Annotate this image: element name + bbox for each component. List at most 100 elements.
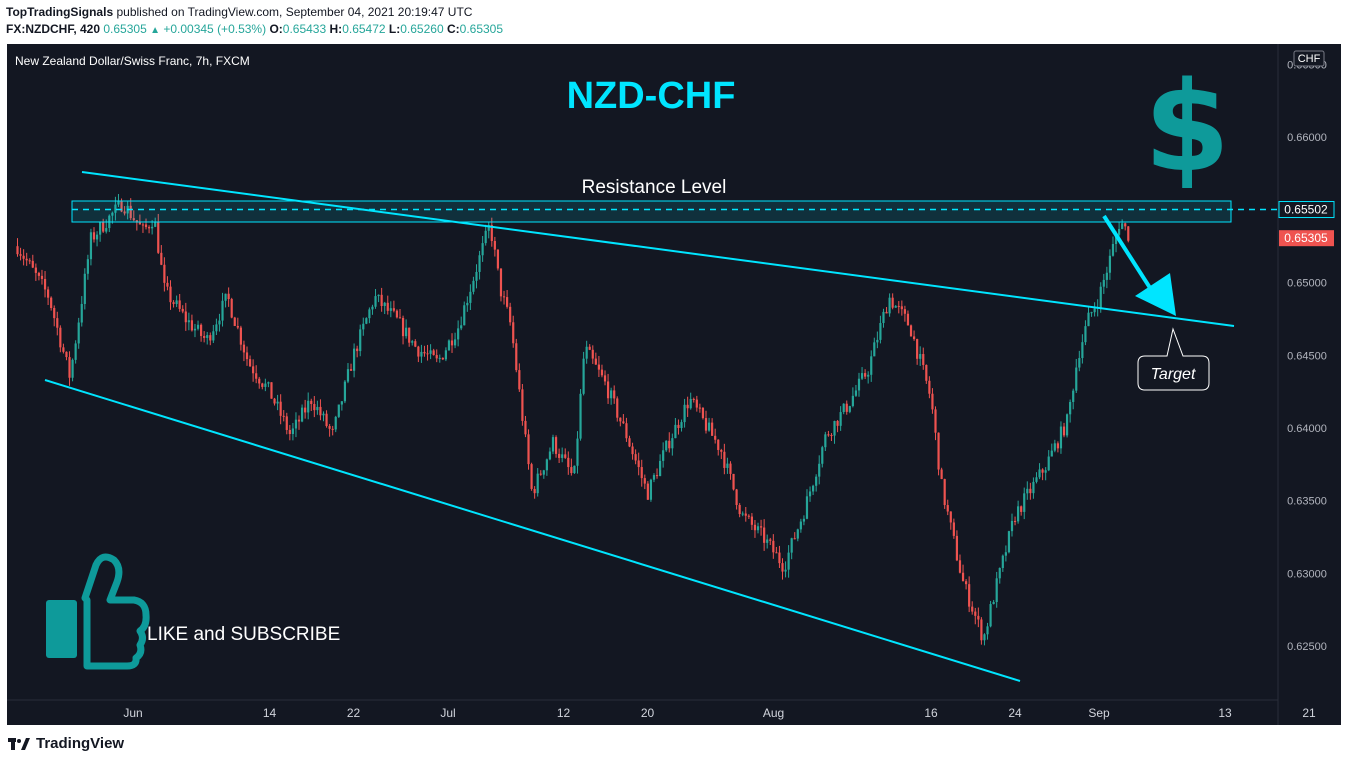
- candle-body: [625, 423, 628, 439]
- candle-body: [233, 317, 236, 326]
- candle-body: [460, 325, 463, 329]
- candle-body: [469, 291, 472, 303]
- candle-body: [496, 249, 500, 269]
- candle-body: [307, 400, 310, 413]
- up-triangle-icon: ▲: [150, 25, 160, 36]
- candle-body: [594, 358, 597, 365]
- candle-body: [258, 378, 261, 384]
- candle-body: [606, 381, 610, 399]
- candle-body: [429, 350, 432, 354]
- candle-body: [631, 446, 634, 455]
- chart-area[interactable]: 0.665000.660000.655000.650000.645000.640…: [0, 0, 1348, 735]
- tradingview-footer[interactable]: TradingView: [8, 735, 124, 752]
- candle-body: [175, 300, 178, 304]
- candle-body: [506, 297, 509, 307]
- instrument-legend[interactable]: New Zealand Dollar/Swiss Franc, 7h, FXCM: [15, 54, 250, 68]
- candle-body: [916, 339, 919, 359]
- candle-body: [31, 260, 34, 268]
- candle-body: [1062, 426, 1066, 436]
- candle-body: [463, 305, 466, 326]
- candle-body: [123, 211, 126, 214]
- candle-body: [111, 212, 114, 216]
- candle-body: [597, 364, 600, 370]
- candle-body: [711, 422, 714, 436]
- candle-body: [377, 294, 380, 297]
- candle-body: [824, 434, 827, 448]
- currency-badge-label: CHF: [1298, 53, 1321, 65]
- last-price-value: 0.65305: [1284, 231, 1328, 245]
- candle-body: [172, 302, 175, 304]
- candle-body: [616, 398, 619, 418]
- candle-body: [873, 342, 876, 357]
- candle-body: [334, 416, 337, 430]
- chart-background: [7, 44, 1341, 725]
- candle-body: [1087, 312, 1090, 327]
- candle-body: [1041, 469, 1044, 473]
- candle-body: [401, 317, 405, 337]
- candle-body: [744, 513, 747, 516]
- candle-body: [203, 335, 206, 338]
- candle-body: [842, 403, 845, 413]
- candle-body: [267, 382, 270, 384]
- currency-badge[interactable]: [1293, 50, 1325, 67]
- candle-body: [726, 463, 729, 468]
- candle-body: [135, 220, 138, 223]
- candle-body: [89, 232, 93, 260]
- candle-body: [701, 407, 705, 419]
- lower-trendline[interactable]: [44, 379, 1021, 682]
- candle-body: [34, 267, 37, 273]
- candle-body: [475, 271, 478, 281]
- candle-body: [62, 347, 65, 352]
- time-axis[interactable]: Jun 14 22 Jul 12 20 Aug 16 24 Sep 13 21: [123, 706, 1316, 720]
- resistance-zone[interactable]: [71, 200, 1232, 223]
- candle-body: [668, 440, 671, 449]
- target-callout[interactable]: [1137, 327, 1210, 391]
- candle-body: [680, 422, 683, 429]
- candle-body: [655, 475, 659, 477]
- candle-body: [472, 280, 475, 292]
- candle-body: [968, 584, 971, 607]
- candle-body: [169, 286, 172, 303]
- candle-body: [1056, 443, 1059, 449]
- candle-body: [1121, 223, 1124, 229]
- candle-body: [1075, 367, 1078, 391]
- candle-body: [453, 339, 457, 346]
- candle-body: [285, 416, 288, 430]
- candle-body: [53, 308, 56, 319]
- candle-body: [1004, 552, 1007, 556]
- candle-body: [714, 435, 717, 440]
- candle-body: [273, 398, 276, 404]
- time-tick-label: Sep: [1088, 706, 1110, 720]
- time-tick-label: 13: [1218, 706, 1232, 720]
- candle-body: [319, 406, 322, 416]
- candle-body: [588, 346, 591, 350]
- candlestick-series: [16, 194, 1130, 646]
- candle-body: [695, 399, 698, 408]
- candle-body: [331, 428, 334, 430]
- price-tick-label: 0.65000: [1287, 278, 1327, 290]
- candle-body: [417, 346, 420, 357]
- candle-body: [297, 419, 301, 422]
- candle-body: [756, 526, 760, 531]
- publisher-name[interactable]: TopTradingSignals: [6, 5, 114, 19]
- candle-body: [787, 552, 790, 570]
- candle-body: [435, 355, 438, 359]
- candle-body: [949, 511, 952, 523]
- candle-body: [741, 513, 744, 515]
- candle-body: [371, 306, 374, 310]
- candle-body: [643, 478, 646, 484]
- candle-body: [47, 289, 50, 298]
- candle-body: [270, 382, 273, 399]
- candle-body: [1090, 312, 1093, 314]
- candle-body: [487, 225, 490, 231]
- candle-body: [857, 378, 861, 391]
- candle-body: [193, 328, 197, 331]
- candle-body: [1059, 426, 1063, 449]
- candle-body: [114, 204, 117, 213]
- candle-body: [876, 339, 879, 343]
- upper-trendline[interactable]: [81, 171, 1235, 327]
- candle-body: [940, 469, 943, 480]
- candle-body: [882, 311, 885, 324]
- candle-body: [56, 318, 59, 328]
- low-label: L:: [388, 22, 401, 36]
